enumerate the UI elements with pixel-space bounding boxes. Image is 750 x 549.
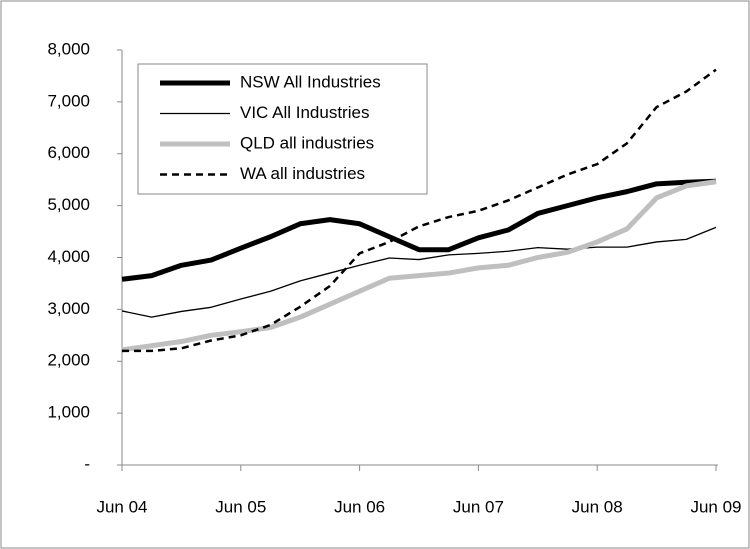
y-tick-label: 6,000 [47,143,90,162]
line-series [122,68,717,353]
x-tick-label: Jun 08 [572,497,623,516]
x-tick-label: Jun 07 [453,497,504,516]
y-tick-label: 3,000 [47,299,90,318]
x-tick-label: Jun 04 [96,497,147,516]
x-tick-label: Jun 05 [215,497,266,516]
y-tick-label: 5,000 [47,195,90,214]
y-tick-label: - [84,454,90,473]
y-tick-label: 8,000 [47,39,90,58]
y-tick-label: 2,000 [47,351,90,370]
line-series [121,226,717,318]
legend-label: WA all industries [240,164,365,183]
legend-label: QLD all industries [240,133,374,152]
legend-label: VIC All Industries [240,103,369,122]
line-series [121,179,717,353]
legend-label: NSW All Industries [240,72,381,91]
x-tick-label: Jun 06 [334,497,385,516]
x-tick-label: Jun 09 [690,497,741,516]
line-series [121,178,717,282]
y-tick-label: 1,000 [47,403,90,422]
y-tick-label: 7,000 [47,91,90,110]
legend-box [137,63,428,195]
y-tick-label: 4,000 [47,247,90,266]
